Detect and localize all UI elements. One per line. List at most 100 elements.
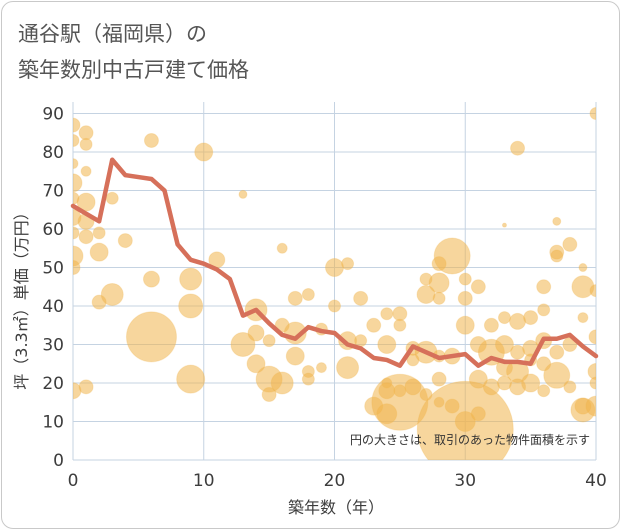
bubble-point bbox=[428, 272, 450, 294]
bubble-point bbox=[246, 354, 266, 374]
bubble-point bbox=[176, 364, 206, 394]
bubble-point bbox=[589, 107, 596, 121]
x-tick-label: 10 bbox=[193, 471, 215, 491]
bubble-point bbox=[78, 379, 94, 395]
bubble-point bbox=[537, 303, 551, 317]
bubble-point bbox=[585, 395, 596, 417]
bubble-point bbox=[117, 233, 133, 249]
bubble-point bbox=[552, 216, 562, 226]
bubble-point bbox=[247, 324, 265, 342]
bubble-point bbox=[230, 332, 256, 358]
bubble-point bbox=[261, 387, 277, 403]
bubble-point bbox=[482, 378, 500, 396]
bubble-point bbox=[393, 318, 407, 332]
bubble-point bbox=[457, 290, 473, 306]
bubble-point bbox=[537, 384, 551, 398]
bubble-point bbox=[287, 290, 303, 306]
bubble-point bbox=[543, 361, 571, 389]
bubble-point bbox=[550, 249, 564, 263]
bubble-point bbox=[470, 279, 486, 295]
y-tick-label: 30 bbox=[42, 336, 64, 356]
bubble-point bbox=[73, 260, 81, 276]
bubble-point bbox=[521, 373, 541, 393]
bubble-point bbox=[276, 242, 288, 254]
bubble-point bbox=[433, 237, 471, 275]
bubble-point bbox=[78, 125, 94, 141]
bubble-point bbox=[73, 382, 82, 400]
y-tick-label: 90 bbox=[42, 105, 64, 125]
bubble-point bbox=[178, 293, 204, 319]
x-tick-label: 20 bbox=[324, 471, 346, 491]
bubble-point bbox=[105, 191, 119, 205]
bubble-point bbox=[589, 284, 596, 298]
bubble-point bbox=[125, 311, 177, 363]
x-tick-label: 30 bbox=[454, 471, 476, 491]
bubble-point bbox=[404, 378, 422, 396]
trend-line bbox=[70, 157, 599, 368]
bubble-point bbox=[100, 282, 124, 306]
bubble-series bbox=[73, 107, 596, 460]
bubble-point bbox=[416, 380, 514, 460]
bubble-point bbox=[301, 372, 315, 386]
bubble-point bbox=[143, 132, 159, 148]
bubble-point bbox=[285, 346, 305, 366]
bubble-point bbox=[392, 306, 408, 322]
chart-title-line-1: 通谷駅（福岡県）の bbox=[18, 22, 207, 46]
bubble-point bbox=[328, 299, 341, 313]
bubble-size-note: 円の大きさは、取引のあった物件面積を示す bbox=[350, 432, 590, 447]
bubble-point bbox=[455, 315, 475, 335]
bubble-point bbox=[301, 287, 315, 301]
y-tick-label: 50 bbox=[42, 259, 64, 279]
bubble-point bbox=[510, 140, 526, 156]
bubble-point bbox=[419, 388, 433, 402]
bubble-point bbox=[578, 263, 588, 273]
bubble-point bbox=[353, 290, 369, 306]
bubble-point bbox=[79, 137, 93, 151]
bubble-point bbox=[336, 356, 360, 380]
bubble-point bbox=[80, 165, 92, 177]
bubble-point bbox=[325, 258, 344, 278]
y-tick-label: 0 bbox=[53, 451, 64, 471]
bubble-point bbox=[536, 279, 552, 295]
bubble-point bbox=[73, 226, 80, 240]
y-tick-label: 20 bbox=[42, 374, 64, 394]
bubble-point bbox=[73, 173, 83, 193]
bubble-point bbox=[73, 117, 81, 133]
bubble-point bbox=[588, 329, 596, 345]
y-tick-label: 40 bbox=[42, 297, 64, 317]
bubble-point bbox=[501, 222, 507, 228]
bubble-point bbox=[458, 272, 472, 286]
bubble-point bbox=[577, 312, 589, 324]
y-tick-label: 70 bbox=[42, 182, 64, 202]
bubble-point bbox=[89, 242, 109, 262]
x-tick-label: 0 bbox=[68, 471, 79, 491]
bubble-point bbox=[509, 312, 527, 330]
bubble-point bbox=[571, 275, 595, 299]
bubble-point bbox=[92, 226, 106, 240]
bubble-point bbox=[73, 133, 80, 147]
bubble-point bbox=[431, 371, 447, 387]
bubble-point bbox=[270, 371, 294, 395]
bubble-point bbox=[549, 344, 565, 360]
bubble-point bbox=[470, 406, 486, 422]
bubble-point bbox=[494, 335, 514, 355]
bubble-point bbox=[497, 311, 511, 325]
chart-title-line-2: 築年数別中古戸建て価格 bbox=[18, 58, 249, 82]
axis-ticks: 0 10 20 30 40 0 10 20 30 40 50 60 70 80 90 bbox=[42, 105, 606, 491]
bubble-point bbox=[432, 291, 446, 305]
y-tick-label: 80 bbox=[42, 143, 64, 163]
bubble-point bbox=[523, 310, 539, 326]
bubble-point bbox=[142, 270, 160, 288]
bubble-point bbox=[366, 317, 382, 333]
chart-title: 通谷駅（福岡県）の 築年数別中古戸建て価格 bbox=[18, 16, 249, 88]
bubble-point bbox=[589, 376, 596, 390]
bubble-point bbox=[73, 158, 79, 170]
x-axis-label: 築年数（年） bbox=[288, 498, 384, 517]
bubble-point bbox=[377, 335, 397, 355]
bubble-point bbox=[262, 334, 276, 348]
y-tick-label: 60 bbox=[42, 220, 64, 240]
bubble-point bbox=[78, 229, 94, 245]
bubble-point bbox=[468, 369, 488, 389]
